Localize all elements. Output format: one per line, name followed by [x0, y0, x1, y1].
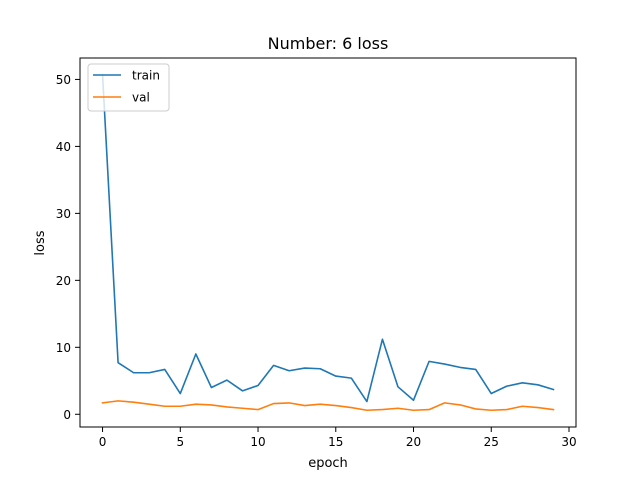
data-point-val: [133, 401, 135, 403]
data-point-train: [382, 338, 384, 340]
data-point-val: [288, 402, 290, 404]
data-point-val: [117, 400, 119, 402]
data-point-train: [475, 369, 477, 371]
data-point-val: [226, 406, 228, 408]
data-point-train: [226, 379, 228, 381]
data-point-val: [273, 403, 275, 405]
legend: train val: [87, 63, 170, 112]
data-point-train: [179, 393, 181, 395]
data-point-train: [304, 367, 306, 369]
data-point-train: [428, 361, 430, 363]
y-tick-label: 20: [56, 274, 71, 288]
data-point-val: [506, 409, 508, 411]
data-point-val: [102, 402, 104, 404]
data-point-val: [553, 409, 555, 411]
data-point-train: [273, 365, 275, 367]
data-point-val: [522, 405, 524, 407]
data-point-val: [164, 405, 166, 407]
data-point-val: [382, 409, 384, 411]
y-tick-label: 40: [56, 140, 71, 154]
data-point-train: [242, 390, 244, 392]
data-point-train: [553, 389, 555, 391]
x-tick-label: 25: [484, 435, 499, 449]
data-point-val: [211, 404, 213, 406]
x-axis-label: epoch: [308, 456, 348, 471]
x-tick-label: 10: [250, 435, 265, 449]
data-point-train: [133, 372, 135, 374]
data-point-val: [490, 409, 492, 411]
data-point-val: [397, 407, 399, 409]
x-axis: 0 5 10 15 20 25 30: [99, 427, 577, 449]
data-point-val: [537, 407, 539, 409]
plot-frame: [79, 57, 577, 428]
data-point-val: [444, 402, 446, 404]
data-point-train: [413, 399, 415, 401]
data-point-train: [397, 386, 399, 388]
data-point-train: [506, 385, 508, 387]
data-point-train: [490, 393, 492, 395]
series-line-train: [101, 73, 555, 403]
data-point-val: [257, 409, 259, 411]
data-point-train: [148, 372, 150, 374]
data-point-train: [335, 375, 337, 377]
y-axis-label: loss: [33, 230, 48, 255]
data-point-train: [288, 370, 290, 372]
data-point-val: [366, 409, 368, 411]
chart-title: Number: 6 loss: [268, 34, 389, 53]
x-tick-label: 0: [99, 435, 107, 449]
data-point-val: [335, 405, 337, 407]
data-point-val: [304, 405, 306, 407]
data-point-train: [319, 368, 321, 370]
data-point-train: [444, 363, 446, 365]
legend-label-val: val: [132, 91, 150, 105]
data-point-train: [459, 367, 461, 369]
x-tick-label: 5: [176, 435, 184, 449]
data-point-train: [522, 382, 524, 384]
data-point-val: [351, 407, 353, 409]
data-point-val: [428, 409, 430, 411]
data-point-val: [179, 405, 181, 407]
x-tick-label: 30: [561, 435, 576, 449]
y-tick-label: 10: [56, 341, 71, 355]
data-point-train: [537, 384, 539, 386]
legend-label-train: train: [132, 69, 160, 83]
data-point-val: [475, 408, 477, 410]
data-point-val: [319, 403, 321, 405]
data-point-train: [366, 401, 368, 403]
data-point-train: [195, 353, 197, 355]
data-point-val: [242, 407, 244, 409]
x-tick-label: 15: [328, 435, 343, 449]
data-point-train: [117, 362, 119, 364]
y-axis: 0 10 20 30 40 50: [56, 73, 80, 422]
data-point-val: [413, 409, 415, 411]
data-point-train: [351, 377, 353, 379]
y-tick-label: 30: [56, 207, 71, 221]
data-point-train: [211, 387, 213, 389]
data-point-val: [195, 403, 197, 405]
series-line-val: [101, 400, 555, 412]
data-point-val: [148, 403, 150, 405]
y-tick-label: 0: [63, 408, 71, 422]
data-point-train: [164, 369, 166, 371]
data-point-train: [257, 385, 259, 387]
x-tick-label: 20: [406, 435, 421, 449]
plot-area: [79, 57, 577, 428]
data-point-val: [459, 404, 461, 406]
y-tick-label: 50: [56, 73, 71, 87]
